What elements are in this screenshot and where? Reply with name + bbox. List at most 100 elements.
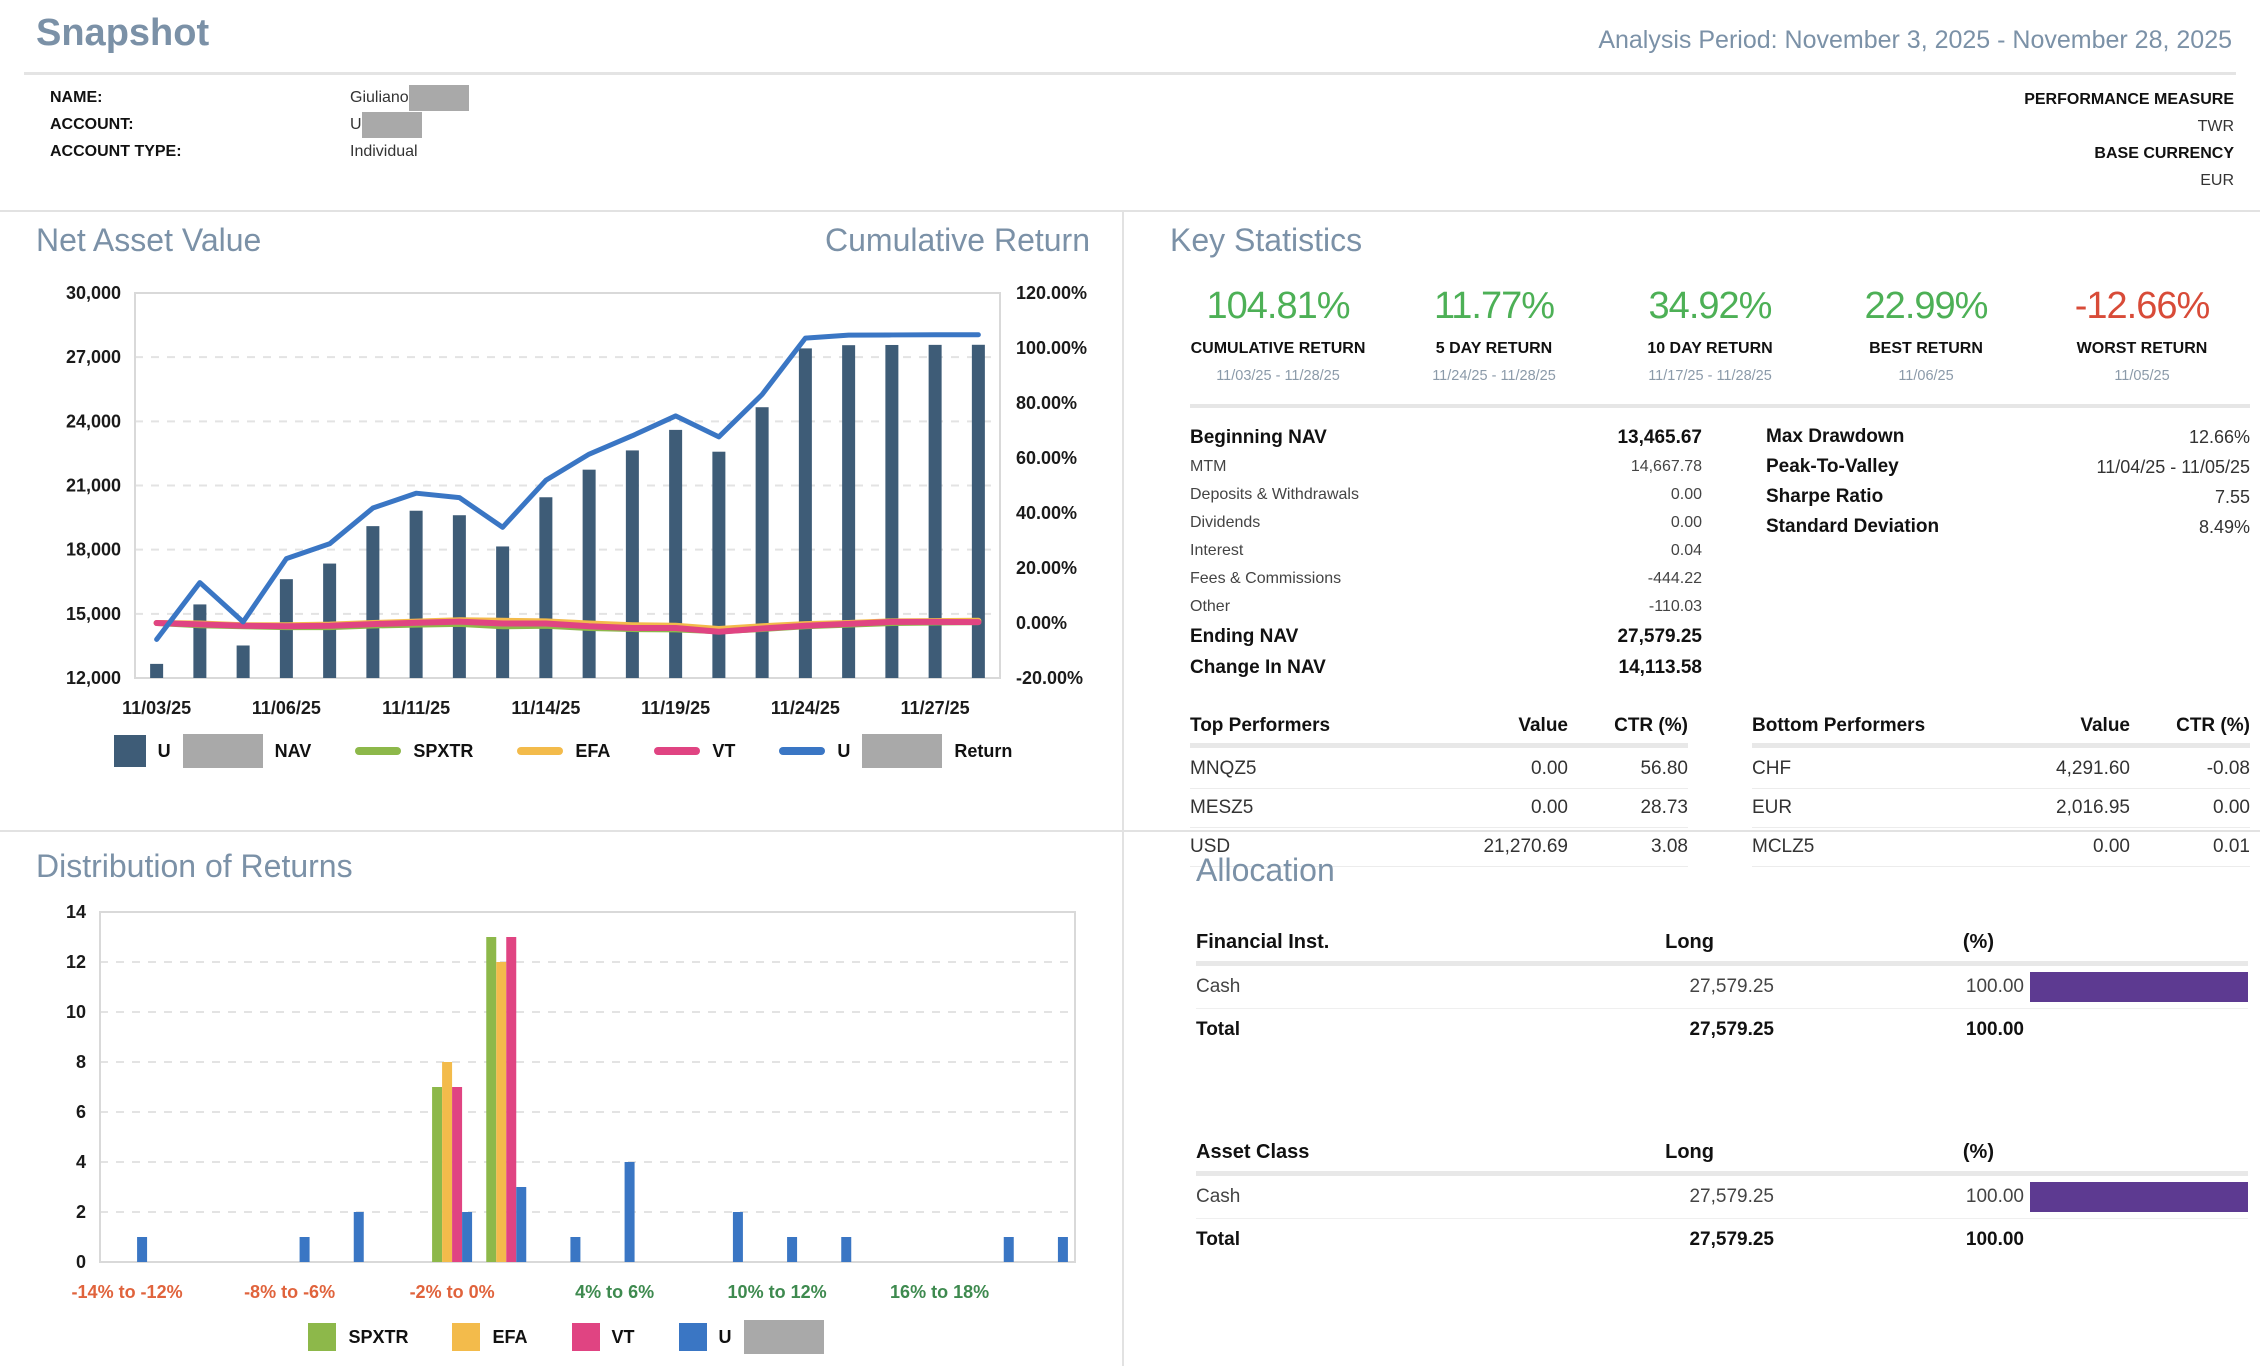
risk-row: Max Drawdown 12.66%	[1766, 422, 2250, 452]
analysis-period: Analysis Period: November 3, 2025 - Nove…	[1598, 26, 2232, 54]
return-highlight: 104.81% CUMULATIVE RETURN 11/03/25 - 11/28…	[1170, 285, 1386, 384]
ledger-value: 0.00	[1670, 514, 1702, 531]
nav-y-axis-label: 24,000	[66, 411, 121, 431]
return-highlight-dates: 11/17/25 - 11/28/25	[1648, 368, 1772, 384]
nav-bar	[928, 344, 942, 678]
nav-bar	[409, 510, 423, 678]
distribution-chart: 0 2 4 6 8 10 12 14 -14% to -12% -8% to -6% -2% to …	[66, 902, 1076, 1302]
legend-item: EFA	[517, 741, 610, 762]
performers-row: CHF 4,291.60 -0.08	[1752, 750, 2250, 789]
return-highlight-label: WORST RETURN	[2076, 340, 2208, 357]
risk-value: 12.66%	[2188, 426, 2250, 447]
performers-header-name: Top Performers	[1190, 715, 1331, 736]
redaction-box	[862, 734, 943, 768]
legend-label: U	[157, 740, 171, 761]
nav-right-axis-label: 40.00%	[1016, 503, 1077, 523]
nav-ledger: Beginning NAV 13,465.67 MTM 14,667.78 Deposi…	[1190, 422, 1702, 683]
ledger-row: Ending NAV 27,579.25	[1190, 621, 1702, 652]
legend-label: VT	[712, 740, 736, 761]
dist-bar-u	[841, 1237, 852, 1262]
performers-header-band	[1190, 743, 1688, 748]
legend-item: SPXTR	[308, 1323, 408, 1351]
nav-x-axis-label: 11/14/25	[511, 698, 580, 718]
account-row: ACCOUNT: U	[50, 111, 469, 138]
performance-info-value: TWR	[2197, 118, 2234, 135]
risk-label: Standard Deviation	[1766, 516, 1940, 537]
legend-label: Return	[954, 740, 1013, 761]
key-statistics-title: Key Statistics	[1170, 222, 1363, 258]
performer-symbol: EUR	[1752, 797, 1793, 818]
ledger-row: Change In NAV 14,113.58	[1190, 652, 1702, 683]
legend-item: VT	[571, 1323, 635, 1351]
allocation-total-bar-space	[2030, 1015, 2248, 1045]
performers-header-value: Value	[2080, 715, 2130, 736]
allocation-header-band	[1196, 1171, 2248, 1176]
nav-chart: 30,000 27,000 24,000 21,000 18,000 15,000 12,0…	[66, 283, 1087, 718]
account-row: NAME: Giuliano	[50, 84, 469, 111]
legend-item: VT	[654, 741, 735, 762]
return-highlight-dates: 11/24/25 - 11/28/25	[1432, 368, 1556, 384]
page-title: Snapshot	[36, 12, 210, 54]
performers-row: MCLZ5 0.00 0.01	[1752, 828, 2250, 867]
allocation-total-label: Total	[1196, 1229, 1240, 1250]
ledger-label: Ending NAV	[1190, 625, 1299, 647]
performance-info-label: BASE CURRENCY	[2094, 145, 2234, 162]
key-statistics-panel: Key Statistics 104.81% CUMULATIVE RETURN 1…	[1170, 222, 2250, 867]
risk-label: Peak-To-Valley	[1766, 456, 1899, 477]
dist-y-axis-label: 2	[76, 1202, 86, 1222]
allocation-table: Financial Inst. Long (%) Cash 27,579.25 100.0…	[1196, 923, 2248, 1051]
bottom-performers-table: Bottom Performers Value CTR (%) CHF 4,291.60…	[1752, 709, 2250, 867]
performers-header-ctr: CTR (%)	[2176, 715, 2250, 736]
nav-y-axis-label: 15,000	[66, 604, 121, 624]
performer-symbol: MESZ5	[1190, 797, 1254, 818]
risk-row: Peak-To-Valley 11/04/25 - 11/05/25	[1766, 452, 2250, 482]
return-highlight: -12.66% WORST RETURN 11/05/25	[2034, 285, 2250, 384]
performer-value: 21,270.69	[1483, 836, 1568, 857]
ledger-value: -444.22	[1647, 570, 1702, 587]
allocation-bar	[2030, 1182, 2248, 1212]
performers-row: MNQZ5 0.00 56.80	[1190, 750, 1688, 789]
dist-x-axis-label: 16% to 18%	[890, 1282, 989, 1302]
allocation-bar-fill	[2030, 972, 2248, 1002]
risk-label: Max Drawdown	[1766, 426, 1905, 447]
nav-bar	[496, 546, 510, 678]
return-highlight-value: 22.99%	[1864, 285, 1989, 327]
nav-line-u-return	[154, 332, 981, 642]
account-row-label: NAME:	[50, 88, 103, 106]
nav-x-axis-label: 11/06/25	[252, 698, 321, 718]
allocation-bar-fill	[2030, 1182, 2248, 1212]
allocation-total-long: 27,579.25	[1689, 1019, 1774, 1040]
legend-swatch-icon	[517, 747, 564, 755]
performer-ctr: 0.01	[2213, 836, 2250, 857]
dist-bar-u	[624, 1162, 635, 1262]
nav-x-axis-label: 11/19/25	[641, 698, 710, 718]
allocation-header-name: Asset Class	[1196, 1140, 1310, 1163]
return-highlight-value: 11.77%	[1433, 285, 1555, 327]
dist-bar-spxtr	[432, 1087, 443, 1262]
legend-label: SPXTR	[413, 740, 474, 761]
performer-symbol: CHF	[1752, 758, 1792, 779]
redaction-box	[743, 1320, 824, 1354]
dist-y-axis-label: 10	[66, 1002, 86, 1022]
allocation-header-name: Financial Inst.	[1196, 930, 1330, 953]
ledger-label: Other	[1190, 598, 1231, 615]
performers-header-band	[1752, 743, 2250, 748]
legend-label: NAV	[274, 740, 312, 761]
nav-y-axis-label: 30,000	[66, 283, 121, 303]
nav-bar	[582, 469, 596, 678]
nav-right-axis-label: 120.00%	[1016, 283, 1087, 303]
return-highlight-dates: 11/03/25 - 11/28/25	[1216, 368, 1340, 384]
dist-x-axis-label: -8% to -6%	[244, 1282, 335, 1302]
performer-ctr: 28.73	[1640, 797, 1688, 818]
return-highlight-label: 5 DAY RETURN	[1435, 340, 1553, 357]
dist-bar-u	[570, 1237, 581, 1262]
nav-bar	[798, 348, 812, 678]
nav-bar	[193, 604, 207, 678]
allocation-tables: Financial Inst. Long (%) Cash 27,579.25 100.0…	[1196, 923, 2248, 1261]
legend-swatch-icon	[355, 747, 402, 755]
performers-header-ctr: CTR (%)	[1614, 715, 1688, 736]
cumulative-return-title: Cumulative Return	[825, 222, 1090, 258]
dist-bar-u	[353, 1212, 364, 1262]
dist-y-axis-label: 14	[66, 902, 86, 922]
dist-x-axis-label: -14% to -12%	[72, 1282, 183, 1302]
